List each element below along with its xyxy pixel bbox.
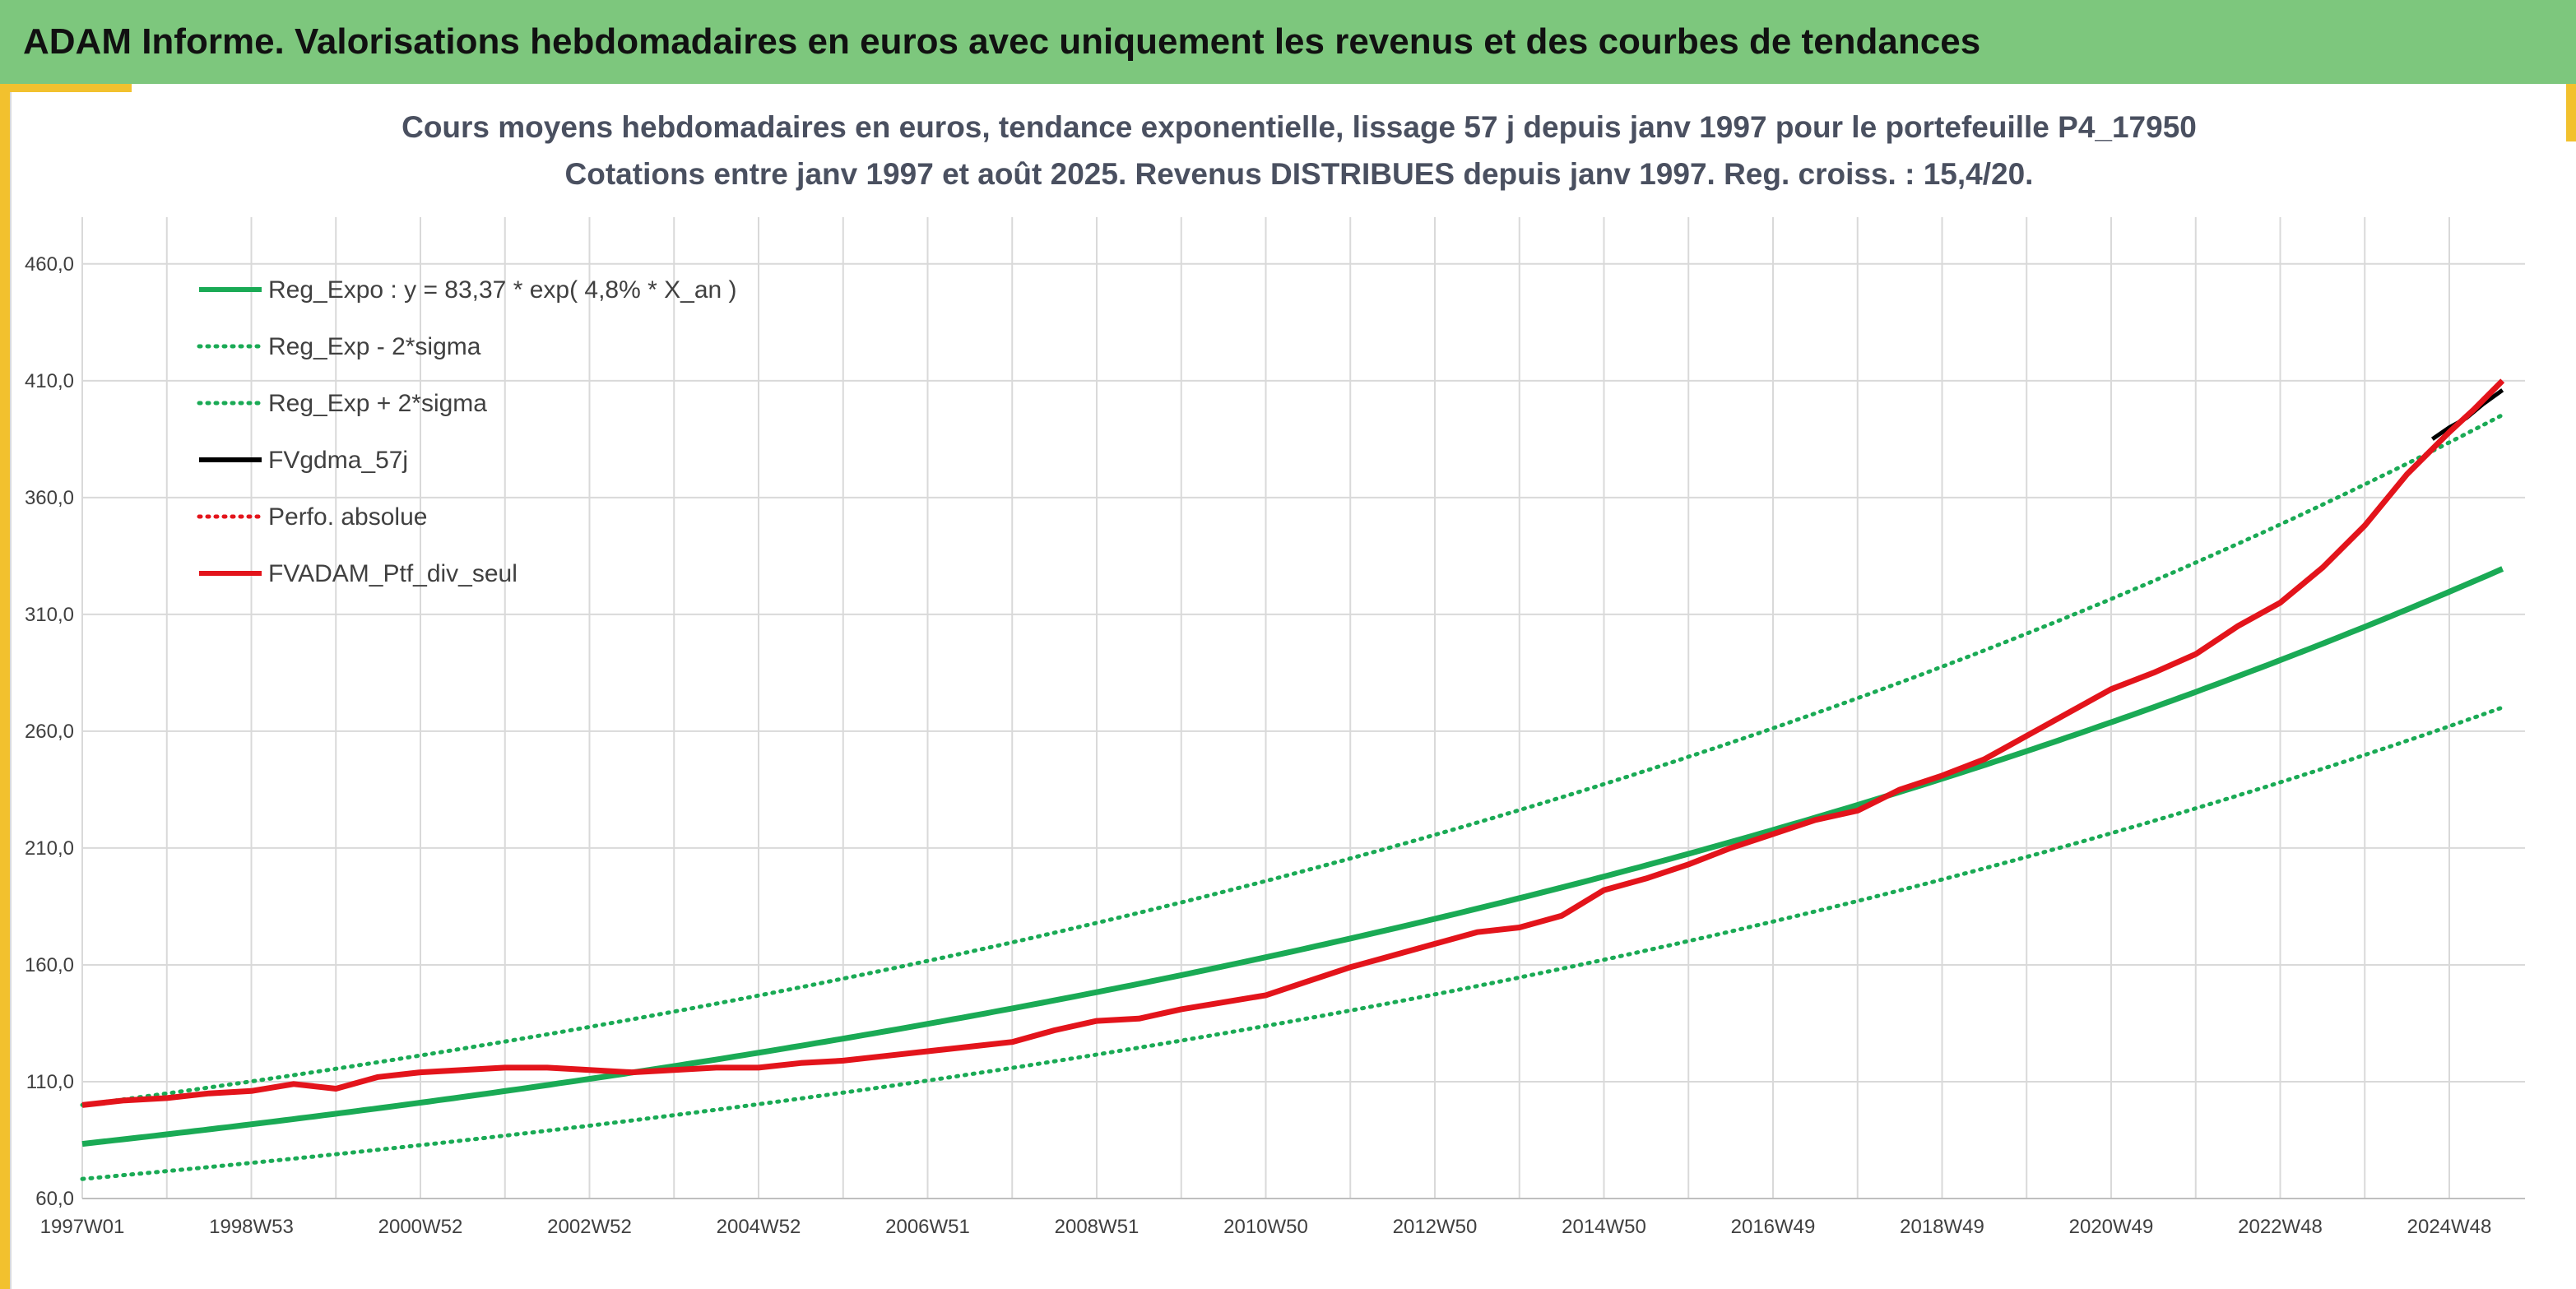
gold-accent-right [2566, 84, 2576, 141]
y-tick-label: 460,0 [25, 253, 74, 276]
reg-expo-line [81, 566, 2504, 1148]
legend-label: Reg_Exp + 2*sigma [268, 390, 487, 417]
x-tick-label: 1997W01 [40, 1216, 125, 1238]
axis-layer: 60,0 110,0 160,0 210,0 260,0 310,0 360,0 410,0 4… [25, 253, 2525, 1238]
x-tick-label: 2002W52 [547, 1216, 632, 1238]
legend-label: Perfo. absolue [268, 503, 427, 531]
grid-layer [81, 217, 2525, 1199]
y-tick-label: 60,0 [35, 1188, 74, 1210]
chart-svg: Cours moyens hebdomadaires en euros, ten… [25, 110, 2525, 1238]
y-tick-label: 260,0 [25, 721, 74, 743]
x-tick-label: 2014W50 [1562, 1216, 1646, 1238]
reg-exp-minus-2sigma-line [80, 705, 2505, 1181]
fvadam-ptf-div-seul-line [81, 378, 2505, 1108]
reg-exp-plus-2sigma-line [80, 412, 2505, 1107]
top-banner: ADAM Informe. Valorisations hebdomadaire… [0, 0, 2576, 84]
chart-title-line2: Cotations entre janv 1997 et août 2025. … [565, 157, 2034, 191]
y-tick-label: 360,0 [25, 487, 74, 509]
chart-title-line1: Cours moyens hebdomadaires en euros, ten… [401, 110, 2197, 144]
x-tick-label: 2024W48 [2407, 1216, 2492, 1238]
x-tick-label: 2004W52 [717, 1216, 801, 1238]
y-tick-label: 160,0 [25, 954, 74, 976]
x-tick-label: 2010W50 [1223, 1216, 1308, 1238]
legend-label: Reg_Expo : y = 83,37 * exp( 4,8% * X_an … [268, 276, 737, 304]
banner-title: ADAM Informe. Valorisations hebdomadaire… [23, 21, 1981, 62]
y-tick-label: 310,0 [25, 604, 74, 626]
legend-label: FVgdma_57j [268, 447, 408, 474]
series-layer [80, 378, 2505, 1181]
legend-label: Reg_Exp - 2*sigma [268, 333, 481, 360]
x-tick-label: 2008W51 [1055, 1216, 1139, 1238]
x-tick-label: 2000W52 [378, 1216, 463, 1238]
y-tick-label: 410,0 [25, 370, 74, 392]
gold-accent-left [0, 84, 10, 1289]
x-tick-label: 2020W49 [2069, 1216, 2154, 1238]
x-tick-label: 1998W53 [209, 1216, 294, 1238]
legend-layer: Reg_Expo : y = 83,37 * exp( 4,8% * X_an … [197, 276, 737, 587]
x-tick-label: 2022W48 [2238, 1216, 2323, 1238]
y-tick-label: 210,0 [25, 837, 74, 860]
legend-label: FVADAM_Ptf_div_seul [268, 560, 518, 587]
x-tick-label: 2016W49 [1731, 1216, 1816, 1238]
x-tick-label: 2006W51 [885, 1216, 970, 1238]
gold-accent-corner [0, 84, 132, 92]
x-tick-label: 2012W50 [1393, 1216, 1478, 1238]
chart-frame: Cours moyens hebdomadaires en euros, ten… [10, 92, 2566, 1289]
y-tick-label: 110,0 [26, 1071, 74, 1093]
x-tick-label: 2018W49 [1900, 1216, 1984, 1238]
